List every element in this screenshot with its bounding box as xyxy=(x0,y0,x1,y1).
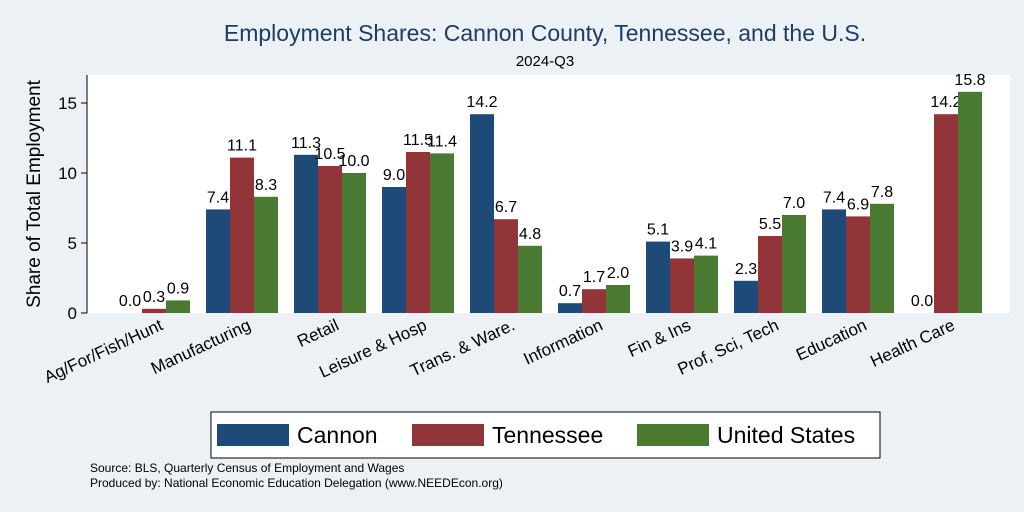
bar xyxy=(142,308,166,313)
category-label: Education xyxy=(793,315,870,364)
data-label: 15.8 xyxy=(954,72,985,89)
data-label: 5.5 xyxy=(759,216,781,233)
category-label: Information xyxy=(521,315,606,368)
y-tick-label: 10 xyxy=(58,164,77,183)
category-label: Manufacturing xyxy=(148,315,254,378)
category-label: Fin & Ins xyxy=(625,315,694,361)
y-tick-label: 15 xyxy=(58,94,77,113)
produced-by-note: Produced by: National Economic Education… xyxy=(90,476,503,490)
category-label: Prof, Sci, Tech xyxy=(675,315,782,378)
bar xyxy=(470,114,494,313)
data-label: 2.0 xyxy=(607,265,629,282)
bar xyxy=(254,196,278,313)
bar xyxy=(318,166,342,313)
bar xyxy=(822,209,846,313)
data-label: 1.7 xyxy=(583,269,605,286)
data-label: 8.3 xyxy=(255,177,277,194)
data-label: 7.0 xyxy=(783,195,805,212)
data-label: 9.0 xyxy=(383,167,405,184)
bar xyxy=(582,289,606,313)
data-label: 14.2 xyxy=(466,94,497,111)
legend-swatch xyxy=(412,424,484,446)
data-label: 0.9 xyxy=(167,280,189,297)
legend-swatch xyxy=(637,424,709,446)
data-label: 0.7 xyxy=(559,283,581,300)
data-label: 5.1 xyxy=(647,222,669,239)
bar xyxy=(206,209,230,313)
y-tick-label: 0 xyxy=(68,304,77,323)
data-label: 11.1 xyxy=(227,138,257,155)
chart-subtitle: 2024-Q3 xyxy=(516,53,574,70)
data-label: 7.8 xyxy=(871,184,893,201)
legend: Cannon Tennessee United States xyxy=(210,411,881,459)
legend-label: United States xyxy=(717,422,855,448)
bar xyxy=(518,245,542,313)
data-label: 11.5 xyxy=(403,132,433,149)
bar xyxy=(958,91,982,313)
source-note: Source: BLS, Quarterly Census of Employm… xyxy=(90,461,405,475)
bar xyxy=(558,303,582,313)
legend-box xyxy=(210,411,881,459)
bar xyxy=(734,280,758,313)
data-label: 4.1 xyxy=(695,236,717,253)
bar xyxy=(782,215,806,313)
bar xyxy=(870,203,894,313)
bar xyxy=(606,285,630,313)
chart-title: Employment Shares: Cannon County, Tennes… xyxy=(224,20,866,46)
bar xyxy=(758,236,782,313)
bar xyxy=(406,152,430,313)
bar xyxy=(670,258,694,313)
data-label: 2.3 xyxy=(735,261,757,278)
data-label: 7.4 xyxy=(823,189,845,206)
bar xyxy=(230,157,254,313)
bar xyxy=(494,219,518,313)
bar xyxy=(430,153,454,313)
data-label: 0.0 xyxy=(119,293,141,310)
bar xyxy=(294,154,318,313)
bar xyxy=(166,300,190,313)
legend-swatch xyxy=(217,424,289,446)
bar xyxy=(694,255,718,313)
data-label: 6.7 xyxy=(495,199,517,216)
data-label: 10.0 xyxy=(338,153,369,170)
data-label: 7.4 xyxy=(207,189,229,206)
y-tick-label: 5 xyxy=(68,234,77,253)
y-axis-label: Share of Total Employment xyxy=(24,79,45,307)
data-label: 11.3 xyxy=(291,135,321,152)
data-label: 0.0 xyxy=(911,293,933,310)
bar xyxy=(934,114,958,313)
data-label: 11.4 xyxy=(427,133,457,150)
data-label: 6.9 xyxy=(847,196,869,213)
category-label: Retail xyxy=(294,315,341,351)
data-label: 4.8 xyxy=(519,226,541,243)
legend-label: Cannon xyxy=(297,422,378,448)
data-label: 0.3 xyxy=(143,289,165,306)
category-label: Ag/For/Fish/Hunt xyxy=(41,315,166,387)
legend-label: Tennessee xyxy=(492,422,603,448)
data-label: 3.9 xyxy=(671,238,693,255)
bar xyxy=(846,216,870,313)
data-label: 10.5 xyxy=(314,146,345,163)
category-label: Health Care xyxy=(867,315,957,371)
bar xyxy=(342,173,366,313)
bar xyxy=(382,187,406,313)
bar xyxy=(646,241,670,313)
data-label: 14.2 xyxy=(930,94,961,111)
